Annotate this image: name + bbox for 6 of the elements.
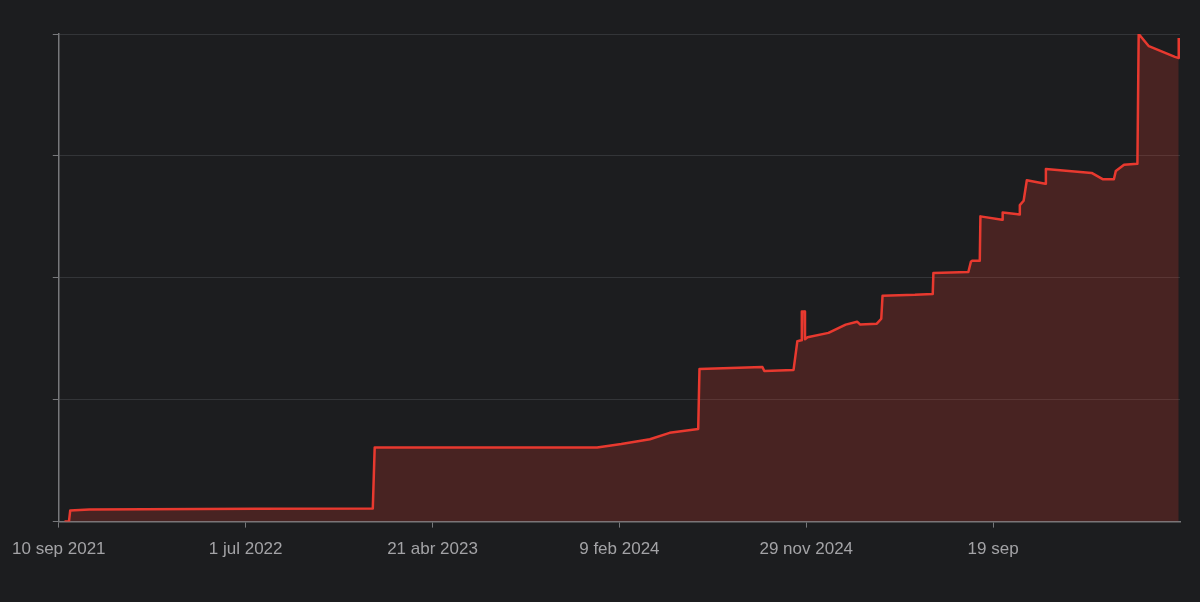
- x-tick-label: 21 abr 2023: [387, 539, 478, 559]
- x-tick-label: 9 feb 2024: [579, 539, 660, 559]
- x-tick-label: 1 jul 2022: [208, 539, 283, 559]
- x-tick-label: 10 sep 2021: [11, 539, 106, 559]
- x-tick-label: 29 nov 2024: [759, 539, 854, 559]
- x-tick-label: 19 sep: [967, 539, 1019, 559]
